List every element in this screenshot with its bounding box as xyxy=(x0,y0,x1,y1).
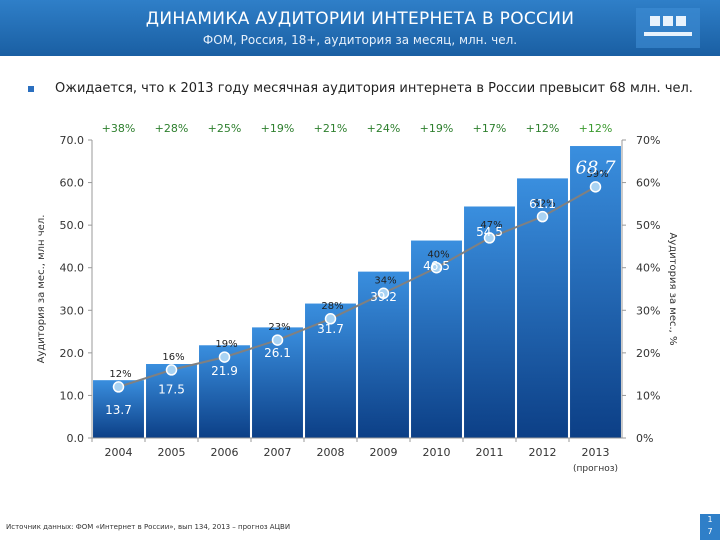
line-point xyxy=(483,232,496,244)
y2-tick-label: 70% xyxy=(636,134,660,147)
growth-label: +12% xyxy=(526,122,560,135)
x-tick-label: 2005 xyxy=(158,446,186,459)
x-tick-label: 2011 xyxy=(476,446,504,459)
bar-data-label: 54.5 xyxy=(476,225,503,239)
x-tick-label: 2013 xyxy=(582,446,610,459)
y-tick-label: 30.0 xyxy=(60,304,85,317)
line-point xyxy=(589,181,602,193)
line-data-label: 16% xyxy=(162,352,184,363)
x-tick-label: 2009 xyxy=(370,446,398,459)
line-point xyxy=(324,313,337,325)
y-tick-label: 50.0 xyxy=(60,219,85,232)
growth-label: +25% xyxy=(208,122,242,135)
bar-data-label: 39.2 xyxy=(370,290,397,304)
growth-label: +19% xyxy=(261,122,295,135)
bar-data-label: 31.7 xyxy=(317,322,344,336)
y2-tick-label: 0% xyxy=(636,432,653,445)
bar-data-label: 21.9 xyxy=(211,364,238,378)
line-point xyxy=(165,364,178,376)
x-tick-label: 2006 xyxy=(211,446,239,459)
growth-label: +21% xyxy=(314,122,348,135)
bar-data-label: 17.5 xyxy=(158,383,185,397)
x-tick-label: 2012 xyxy=(529,446,557,459)
forecast-note: (прогноз) xyxy=(573,464,618,474)
y2-tick-label: 10% xyxy=(636,389,660,402)
line-point xyxy=(112,381,125,393)
y-tick-label: 20.0 xyxy=(60,347,85,360)
line-point xyxy=(430,261,443,274)
growth-label: +28% xyxy=(155,122,189,135)
line-point xyxy=(271,334,284,346)
y-tick-label: 10.0 xyxy=(60,389,85,402)
y-tick-label: 70.0 xyxy=(60,134,85,147)
x-tick-label: 2008 xyxy=(317,446,345,459)
source-note: Источник данных: ФОМ «Интернет в России»… xyxy=(6,523,291,531)
x-tick-label: 2007 xyxy=(264,446,292,459)
line-point xyxy=(536,210,549,223)
slide-number-top: 1 xyxy=(707,515,713,524)
line-data-label: 28% xyxy=(321,301,343,312)
line-data-label: 19% xyxy=(215,339,237,350)
audience-share-line xyxy=(118,185,596,388)
bar-data-label: 26.1 xyxy=(264,346,291,360)
y2-tick-label: 40% xyxy=(636,262,660,275)
bullet-text: Ожидается, что к 2013 году месячная ауди… xyxy=(55,81,693,96)
growth-label: +19% xyxy=(420,122,454,135)
line-point xyxy=(218,351,231,363)
x-tick-label: 2010 xyxy=(423,446,451,459)
logo-icon xyxy=(636,8,700,48)
slide-number: 1 7 xyxy=(700,514,720,540)
line-data-label: 52% xyxy=(533,199,555,210)
line-data-label: 12% xyxy=(109,369,131,380)
page-title: ДИНАМИКА АУДИТОРИИ ИНТЕРНЕТА В РОССИИ xyxy=(145,9,575,29)
y2-tick-label: 20% xyxy=(636,347,660,360)
bar-data-label: 61.1 xyxy=(529,197,556,211)
growth-label: +17% xyxy=(473,122,507,135)
line-data-label: 23% xyxy=(268,322,290,333)
y2-tick-label: 60% xyxy=(636,177,660,190)
header-bar: ДИНАМИКА АУДИТОРИИ ИНТЕРНЕТА В РОССИИ ФО… xyxy=(0,0,720,56)
slide-number-bottom: 7 xyxy=(707,527,713,536)
y-axis-title: Аудитория за мес., млн чел. xyxy=(36,215,47,364)
page-subtitle: ФОМ, Россия, 18+, аудитория за месяц, мл… xyxy=(202,33,518,47)
growth-label: +38% xyxy=(102,122,136,135)
growth-label: +12% xyxy=(579,122,613,135)
line-point xyxy=(377,287,390,300)
y2-axis-title: Аудитория за мес., % xyxy=(667,232,678,345)
growth-label: +24% xyxy=(367,122,401,135)
line-data-label: 59% xyxy=(586,169,608,180)
bar xyxy=(145,363,198,439)
y2-tick-label: 30% xyxy=(636,304,660,317)
line-data-label: 47% xyxy=(480,220,502,231)
y-tick-label: 0.0 xyxy=(67,432,85,445)
bullet-icon xyxy=(28,86,34,92)
y-tick-label: 40.0 xyxy=(60,262,85,275)
bar xyxy=(569,145,622,439)
y-tick-label: 60.0 xyxy=(60,177,85,190)
y2-tick-label: 50% xyxy=(636,219,660,232)
line-data-label: 40% xyxy=(427,250,449,261)
bar xyxy=(463,205,516,439)
bar-data-label: 46.5 xyxy=(423,259,450,273)
bar-data-label: 68.7 xyxy=(575,158,616,179)
bar-data-label: 13.7 xyxy=(105,403,132,417)
x-tick-label: 2004 xyxy=(105,446,133,459)
line-data-label: 34% xyxy=(374,275,396,286)
